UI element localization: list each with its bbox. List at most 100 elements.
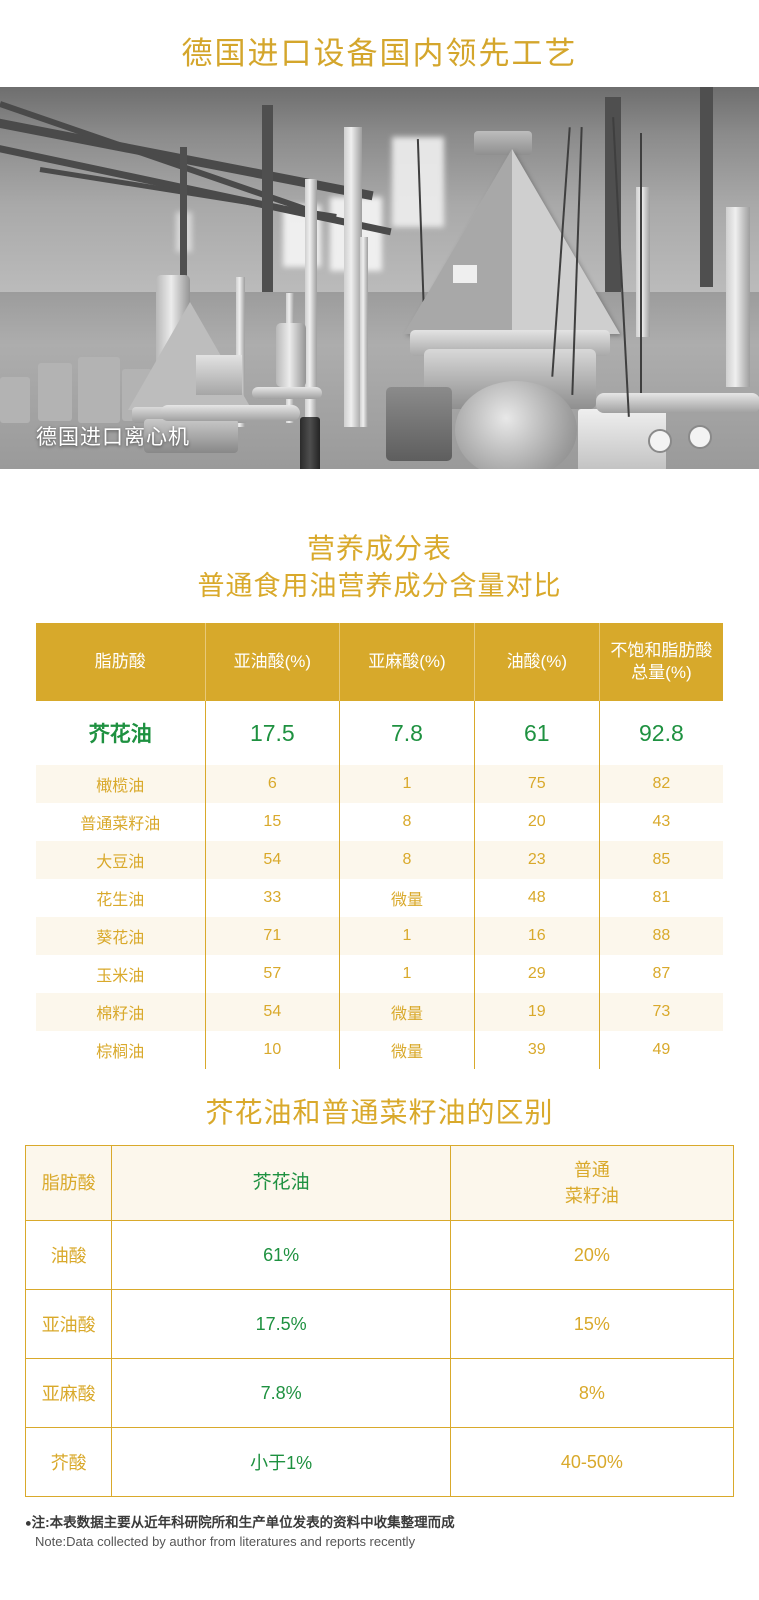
row-name: 亚麻酸 — [24, 1358, 113, 1428]
col-header-linoleic: 亚油酸(%) — [205, 623, 341, 701]
pressure-gauge-icon — [688, 425, 712, 449]
nutrition-table-wrapper: 脂肪酸 亚油酸(%) 亚麻酸(%) 油酸(%) 不饱和脂肪酸 总量(%) 芥花油… — [36, 623, 723, 1069]
table-row: 芥酸 小于1% 40-50% — [24, 1427, 735, 1497]
col-header-rapeseed: 普通 菜籽油 — [449, 1145, 735, 1221]
cell-linoleic: 54 — [205, 841, 341, 879]
table-row: 玉米油 57 1 29 87 — [36, 955, 723, 993]
cell-total: 82 — [599, 765, 723, 803]
nutrition-section-heading: 营养成分表 普通食用油营养成分含量对比 — [0, 531, 759, 605]
row-name: 玉米油 — [36, 955, 206, 993]
cell-oleic: 39 — [474, 1031, 600, 1069]
cell-oleic: 19 — [474, 993, 600, 1031]
cell-total: 43 — [652, 813, 671, 830]
centrifuge-cone-shadow — [404, 149, 512, 334]
cell-total: 49 — [652, 1041, 671, 1058]
cell-rapeseed: 20% — [449, 1220, 735, 1290]
footnote-chinese: ●注:本表数据主要从近年科研院所和生产单位发表的资料中收集整理而成 — [25, 1511, 734, 1531]
cell-linoleic: 17.5 — [205, 701, 341, 765]
vertical-pipe — [360, 237, 368, 427]
cell-linoleic: 33 — [205, 879, 341, 917]
steel-cylinder — [276, 323, 306, 387]
cell-linolenic: 微量 — [339, 993, 475, 1031]
table-row: 亚麻酸 7.8% 8% — [24, 1358, 735, 1428]
cell-linoleic: 54 — [205, 993, 341, 1031]
vertical-pipe — [726, 207, 750, 387]
cell-canola: 61% — [111, 1220, 451, 1290]
cell-total: 88 — [599, 917, 723, 955]
cell-canola: 17.5% — [111, 1289, 451, 1359]
cell-linoleic: 15 — [205, 803, 341, 841]
footnote-chinese-text: 注:本表数据主要从近年科研院所和生产单位发表的资料中收集整理而成 — [31, 1515, 455, 1530]
centrifuge-cone-main — [404, 149, 620, 334]
vertical-pipe — [305, 179, 317, 419]
table-row: 花生油 33 微量 48 81 — [36, 879, 723, 917]
table-row: 大豆油 54 8 23 85 — [36, 841, 723, 879]
cell-total: 92.8 — [599, 701, 723, 765]
cell-oleic: 16 — [474, 917, 600, 955]
col-header-total-line2: 总量(%) — [631, 663, 692, 682]
table-row: 芥花油 17.5 7.8 61 92.8 — [36, 701, 723, 765]
cell-total: 73 — [599, 993, 723, 1031]
cell-linolenic: 1 — [339, 765, 475, 803]
row-name: 亚油酸 — [24, 1289, 113, 1359]
factory-photo: 德国进口离心机 — [0, 87, 759, 469]
cell-linolenic: 7.8 — [339, 701, 475, 765]
cell-total: 87 — [652, 965, 671, 982]
cell-rapeseed: 40-50% — [449, 1427, 735, 1497]
hanging-cable — [640, 133, 642, 393]
col-header-rapeseed-line1: 普通 — [573, 1160, 610, 1180]
background-machine — [0, 377, 30, 423]
cell-canola: 小于1% — [111, 1427, 451, 1497]
horizontal-pipe — [160, 405, 300, 421]
table-header-row: 脂肪酸 芥花油 普通 菜籽油 — [24, 1145, 735, 1221]
cell-rapeseed: 8% — [449, 1358, 735, 1428]
difference-table-wrapper: 脂肪酸 芥花油 普通 菜籽油 油酸 61% 20% 亚油酸 17.5% — [24, 1145, 735, 1497]
centrifuge-drum-secondary — [144, 419, 238, 453]
pressure-gauge-icon — [648, 429, 672, 453]
horizontal-pipe — [252, 387, 322, 399]
col-header-fatty-acid: 脂肪酸 — [36, 623, 206, 701]
footnote: ●注:本表数据主要从近年科研院所和生产单位发表的资料中收集整理而成 Note:D… — [25, 1511, 734, 1549]
table-row: 棉籽油 54 微量 19 73 — [36, 993, 723, 1031]
cell-oleic: 29 — [474, 955, 600, 993]
cell-oleic: 61 — [474, 701, 600, 765]
cell-oleic: 48 — [474, 879, 600, 917]
col-header-fatty-acid: 脂肪酸 — [24, 1145, 113, 1221]
cell-canola: 7.8% — [111, 1358, 451, 1428]
dark-canister — [300, 417, 320, 469]
cell-oleic: 23 — [474, 841, 600, 879]
cell-linolenic: 微量 — [339, 879, 475, 917]
background-machine — [38, 363, 72, 421]
footnote-english: Note:Data collected by author from liter… — [35, 1534, 416, 1549]
vertical-pipe — [636, 187, 650, 337]
cell-linoleic: 10 — [205, 1031, 341, 1069]
table-row: 普通菜籽油 15 8 20 43 — [36, 803, 723, 841]
nutrition-heading-line2: 普通食用油营养成分含量对比 — [197, 571, 562, 601]
row-name: 大豆油 — [36, 841, 206, 879]
col-header-total-unsaturated: 不饱和脂肪酸 总量(%) — [599, 623, 723, 701]
table-row: 棕榈油 10 微量 39 49 — [36, 1031, 723, 1069]
horizontal-pipe — [596, 393, 759, 413]
background-machine — [78, 357, 120, 423]
col-header-rapeseed-line2: 菜籽油 — [564, 1186, 619, 1206]
cell-linoleic: 57 — [205, 955, 341, 993]
nutrition-heading-line1: 营养成分表 — [306, 533, 452, 564]
table-row: 亚油酸 17.5% 15% — [24, 1289, 735, 1359]
steel-post — [262, 105, 273, 295]
difference-heading-text: 芥花油和普通菜籽油的区别 — [205, 1097, 554, 1128]
control-box — [196, 355, 242, 395]
table-row: 橄榄油 6 1 75 82 — [36, 765, 723, 803]
cell-linoleic: 71 — [205, 917, 341, 955]
canola-vs-rapeseed-table: 脂肪酸 芥花油 普通 菜籽油 油酸 61% 20% 亚油酸 17.5% — [24, 1145, 735, 1497]
row-name: 棉籽油 — [36, 993, 206, 1031]
row-name: 花生油 — [36, 879, 206, 917]
cell-linolenic: 微量 — [339, 1031, 475, 1069]
col-header-linolenic: 亚麻酸(%) — [339, 623, 475, 701]
row-name: 油酸 — [24, 1220, 113, 1290]
cell-linolenic: 8 — [339, 841, 475, 879]
row-name: 棕榈油 — [36, 1031, 206, 1069]
col-header-canola: 芥花油 — [111, 1145, 451, 1221]
electric-motor — [386, 387, 452, 461]
row-name: 橄榄油 — [36, 765, 206, 803]
